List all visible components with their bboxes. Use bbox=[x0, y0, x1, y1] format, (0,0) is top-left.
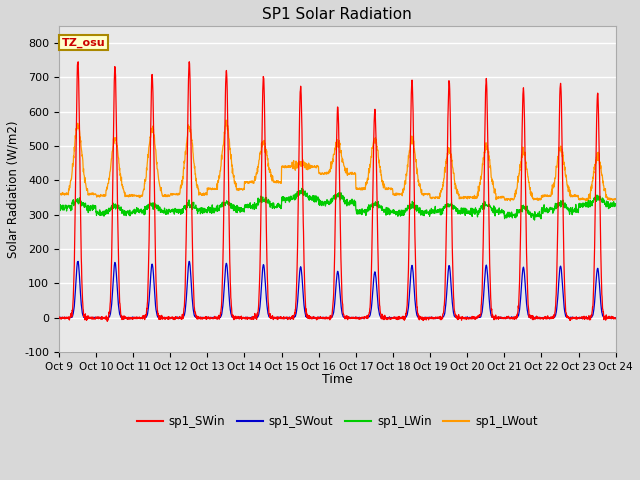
Y-axis label: Solar Radiation (W/m2): Solar Radiation (W/m2) bbox=[7, 120, 20, 258]
X-axis label: Time: Time bbox=[322, 373, 353, 386]
Text: TZ_osu: TZ_osu bbox=[61, 37, 105, 48]
Title: SP1 Solar Radiation: SP1 Solar Radiation bbox=[262, 7, 412, 22]
Legend: sp1_SWin, sp1_SWout, sp1_LWin, sp1_LWout: sp1_SWin, sp1_SWout, sp1_LWin, sp1_LWout bbox=[132, 410, 543, 432]
